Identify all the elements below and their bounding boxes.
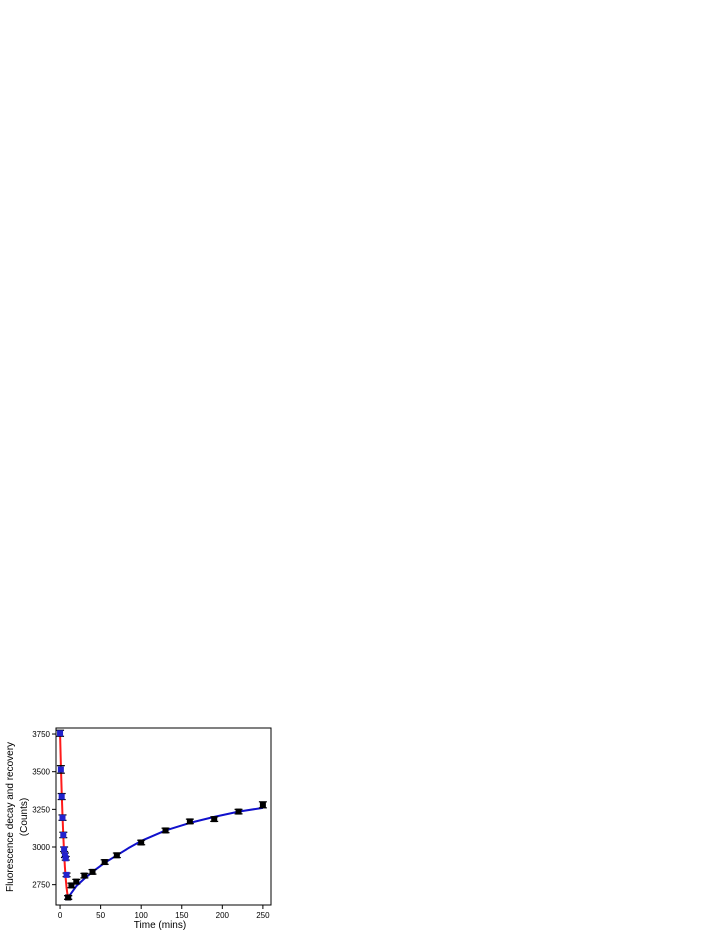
- data-points: [56, 729, 267, 901]
- marker: [68, 882, 75, 889]
- marker: [113, 852, 120, 859]
- decay-points-point: [60, 846, 69, 853]
- marker: [59, 814, 66, 821]
- decay-points-point: [61, 855, 70, 862]
- marker: [65, 894, 72, 901]
- decay-points-point: [59, 831, 68, 839]
- decay-points-point: [62, 871, 71, 878]
- marker: [211, 816, 218, 823]
- recovery-points-point: [258, 801, 267, 809]
- decay-points-point: [56, 729, 65, 737]
- marker: [259, 801, 266, 808]
- y-tick-label: 3250: [32, 805, 50, 814]
- recovery-points-point: [100, 859, 109, 866]
- marker: [162, 827, 169, 834]
- recovery-points-point: [80, 872, 89, 879]
- decay-points-point: [57, 792, 66, 801]
- recovery-points-point: [234, 808, 243, 815]
- recovery-points-point: [64, 894, 73, 901]
- recovery-points-point: [72, 878, 81, 885]
- x-tick-label: 50: [96, 911, 105, 920]
- x-axis-ticks: 0 50 100 150 200 250: [58, 905, 270, 920]
- plot-frame: [55, 727, 272, 906]
- marker: [58, 793, 65, 800]
- y-axis-label: Fluorescence decay and recovery: [5, 742, 16, 892]
- marker: [61, 846, 68, 853]
- y-tick-label: 3750: [32, 730, 50, 739]
- y-tick-label: 2750: [32, 881, 50, 890]
- marker: [186, 818, 193, 825]
- marker: [101, 859, 108, 866]
- recovery-points-point: [210, 816, 219, 823]
- decay-points-point: [56, 765, 65, 774]
- recovery-points-point: [185, 818, 194, 825]
- marker: [63, 871, 70, 878]
- marker: [57, 730, 64, 737]
- marker: [60, 831, 67, 838]
- decay-points-point: [58, 814, 67, 821]
- marker: [73, 878, 80, 885]
- x-axis-label: Time (mins): [134, 920, 186, 931]
- marker: [81, 872, 88, 879]
- recovery-points-point: [88, 868, 97, 875]
- x-tick-label: 200: [216, 911, 230, 920]
- recovery-points-point: [112, 852, 121, 859]
- y-axis-label-unit: (Counts): [19, 798, 30, 836]
- marker: [62, 855, 69, 862]
- y-tick-label: 3500: [32, 768, 50, 777]
- marker: [57, 766, 64, 773]
- x-tick-label: 100: [135, 911, 149, 920]
- y-tick-label: 3000: [32, 843, 50, 852]
- x-tick-label: 150: [175, 911, 189, 920]
- x-tick-label: 0: [58, 911, 63, 920]
- recovery-fit-line: [67, 806, 264, 899]
- y-axis-ticks: 2750 3000 3250 3500 3750: [32, 730, 56, 890]
- marker: [235, 808, 242, 815]
- marker: [138, 839, 145, 846]
- x-tick-label: 250: [256, 911, 270, 920]
- marker: [89, 868, 96, 875]
- recovery-points-point: [137, 839, 146, 846]
- recovery-points-point: [161, 827, 170, 834]
